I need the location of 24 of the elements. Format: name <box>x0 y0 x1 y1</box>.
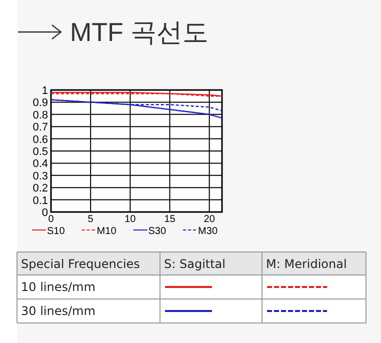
y-tick-label: 0.6 <box>32 134 48 146</box>
legend-label: S10 <box>47 226 66 237</box>
legend-label: M30 <box>198 226 218 237</box>
x-tick-label: 5 <box>88 214 94 225</box>
y-tick-label: 0.1 <box>32 194 48 207</box>
text: M: Meridional <box>266 257 347 271</box>
x-tick-label: 15 <box>164 214 176 225</box>
text: S: Sagittal <box>164 257 226 271</box>
y-tick-label: 0.4 <box>32 158 48 170</box>
y-tick-label: 0.8 <box>32 109 48 122</box>
x-tick-label: 10 <box>124 214 136 225</box>
y-tick-label: 0.5 <box>32 146 48 158</box>
legend-label: S30 <box>148 226 166 237</box>
text: Special Frequencies <box>21 257 140 271</box>
text: 10 lines/mm <box>21 280 96 294</box>
legend-label: M10 <box>96 226 117 237</box>
y-tick-label: 0.9 <box>32 97 48 110</box>
y-tick-label: 0.7 <box>32 122 48 134</box>
y-tick-label: 0.2 <box>32 182 48 195</box>
y-tick-label: 0.3 <box>32 170 48 182</box>
text: 30 lines/mm <box>21 304 96 318</box>
x-tick-label: 20 <box>204 214 216 225</box>
chart-title: MTF 곡선도 <box>70 17 209 47</box>
y-tick-label: 1 <box>42 85 48 97</box>
